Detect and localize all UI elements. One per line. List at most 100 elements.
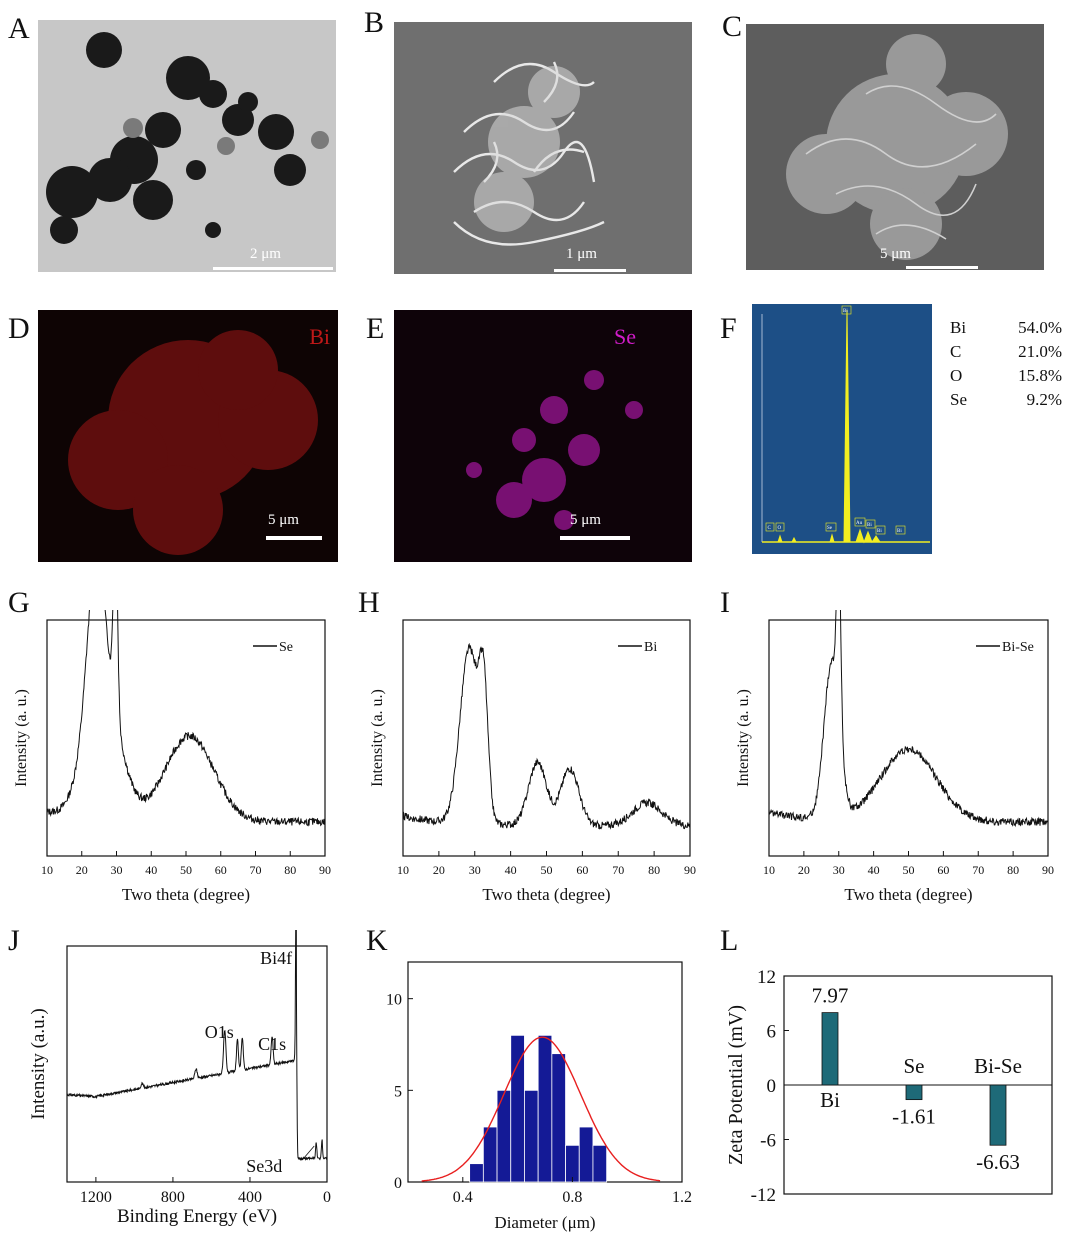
xrd-series-line xyxy=(402,642,691,830)
y-axis-label: Intensity (a. u.) xyxy=(13,689,30,787)
category-label: Bi xyxy=(820,1088,840,1112)
x-tick-label: 30 xyxy=(469,863,481,877)
bi-map-image: Bi 5 μm xyxy=(38,310,338,562)
panel-label-f: F xyxy=(720,312,737,345)
composition-row: O 15.8% xyxy=(950,366,1062,385)
y-tick-label: 10 xyxy=(386,992,402,1009)
scale-text: 2 μm xyxy=(250,246,281,262)
se-map-image: Se 5 μm xyxy=(394,310,692,562)
x-tick-label: 0.8 xyxy=(562,1189,582,1206)
scale-text: 5 μm xyxy=(880,246,911,262)
x-tick-label: 20 xyxy=(798,863,810,877)
x-axis-label: Diameter (μm) xyxy=(494,1213,595,1232)
scale-bar xyxy=(213,267,333,270)
composition-row: Se 9.2% xyxy=(950,390,1062,409)
x-tick-label: 20 xyxy=(433,863,445,877)
scale-text: 5 μm xyxy=(570,512,601,528)
x-tick-label: 10 xyxy=(397,863,409,877)
size-histogram: 0.4 0.8 1.2 0 5 10 Diameter (μm) xyxy=(386,961,692,1232)
panel-label-a: A xyxy=(8,12,30,45)
panel-label-i: I xyxy=(720,586,730,619)
tem-image: 2 μm xyxy=(38,20,336,272)
element-label: Se xyxy=(614,324,636,349)
y-tick-label: -12 xyxy=(751,1185,776,1206)
legend-entry: Bi-Se xyxy=(1002,640,1034,655)
x-tick-label: 80 xyxy=(284,863,296,877)
eds-spectrum: C O Se Bi Au Bi Bi Bi xyxy=(752,304,932,554)
bi-map-drawing xyxy=(68,330,318,555)
x-axis-label: Two theta (degree) xyxy=(122,885,250,904)
x-tick-label: 0.4 xyxy=(453,1189,473,1206)
histogram-bar xyxy=(592,1144,608,1183)
zeta-bar xyxy=(821,1012,839,1086)
x-tick-label: 1.2 xyxy=(672,1189,692,1206)
x-tick-label: 90 xyxy=(684,863,696,877)
element-label: Bi xyxy=(309,324,330,349)
peak-annotation: C1s xyxy=(258,1034,286,1054)
eds-peak-label: O xyxy=(778,526,782,531)
eds-spectrum-drawing: C O Se Bi Au Bi Bi Bi xyxy=(761,305,930,544)
gaussian-fit-line xyxy=(421,1036,661,1182)
x-tick-label: 50 xyxy=(180,863,192,877)
panel-label-b: B xyxy=(364,6,385,39)
x-tick-label: 10 xyxy=(763,863,775,877)
x-tick-label: 30 xyxy=(111,863,123,877)
y-tick-label: 12 xyxy=(757,967,776,988)
bar-value-label: -1.61 xyxy=(892,1105,936,1129)
peak-annotation: Se3d xyxy=(246,1156,282,1176)
x-tick-label: 30 xyxy=(833,863,845,877)
y-tick-label: 5 xyxy=(394,1083,402,1100)
xps-series-line xyxy=(66,930,328,1162)
se-map-drawing xyxy=(466,370,643,530)
y-tick-label: 0 xyxy=(767,1076,777,1097)
sem-image-2-drawing xyxy=(786,34,1008,260)
x-tick-label: 400 xyxy=(238,1189,262,1206)
x-tick-label: 0 xyxy=(323,1189,331,1206)
x-tick-label: 80 xyxy=(648,863,660,877)
x-tick-label: 90 xyxy=(1042,863,1054,877)
x-tick-label: 40 xyxy=(868,863,880,877)
x-tick-label: 50 xyxy=(541,863,553,877)
x-tick-label: 50 xyxy=(903,863,915,877)
zeta-bar xyxy=(905,1084,923,1101)
panel-label-j: J xyxy=(8,924,20,957)
histogram-bar xyxy=(510,1034,525,1183)
panel-label-d: D xyxy=(8,312,30,345)
x-tick-label: 80 xyxy=(1007,863,1019,877)
scale-bar xyxy=(266,536,322,540)
y-tick-label: 0 xyxy=(394,1175,402,1192)
scale-bar xyxy=(906,266,978,269)
x-tick-label: 70 xyxy=(250,863,262,877)
x-tick-label: 60 xyxy=(576,863,588,877)
x-tick-label: 60 xyxy=(937,863,949,877)
x-axis-label: Two theta (degree) xyxy=(844,885,972,904)
y-axis-label: Zeta Potential (mV) xyxy=(725,1005,747,1165)
y-tick-label: -6 xyxy=(760,1131,776,1152)
xps-chart: 1200 800 400 0 Binding Energy (eV) Intensity … xyxy=(28,930,331,1227)
zeta-bar xyxy=(989,1084,1007,1146)
eds-peak-label: Se xyxy=(827,526,833,531)
histogram-bar xyxy=(551,1053,566,1183)
panel-label-h: H xyxy=(358,586,380,619)
xrd-series-line xyxy=(768,610,1049,828)
eds-peak-label: Bi xyxy=(897,529,902,534)
x-tick-label: 1200 xyxy=(80,1189,112,1206)
histogram-bar xyxy=(469,1163,484,1183)
x-tick-label: 10 xyxy=(41,863,53,877)
panel-label-k: K xyxy=(366,924,388,957)
histogram-bar xyxy=(537,1034,553,1183)
eds-peak-label: C xyxy=(768,526,772,531)
histogram-bar xyxy=(482,1126,498,1183)
panel-label-l: L xyxy=(720,924,739,957)
x-tick-label: 90 xyxy=(319,863,331,877)
x-tick-label: 60 xyxy=(215,863,227,877)
scale-text: 5 μm xyxy=(268,512,299,528)
peak-annotation: Bi4f xyxy=(260,948,292,968)
composition-row: C 21.0% xyxy=(950,342,1062,361)
xrd-series-line xyxy=(46,610,326,827)
scale-bar xyxy=(560,536,630,540)
panel-label-g: G xyxy=(8,586,30,619)
sem-image-2: 5 μm xyxy=(746,24,1044,270)
histogram-bar xyxy=(578,1126,594,1183)
